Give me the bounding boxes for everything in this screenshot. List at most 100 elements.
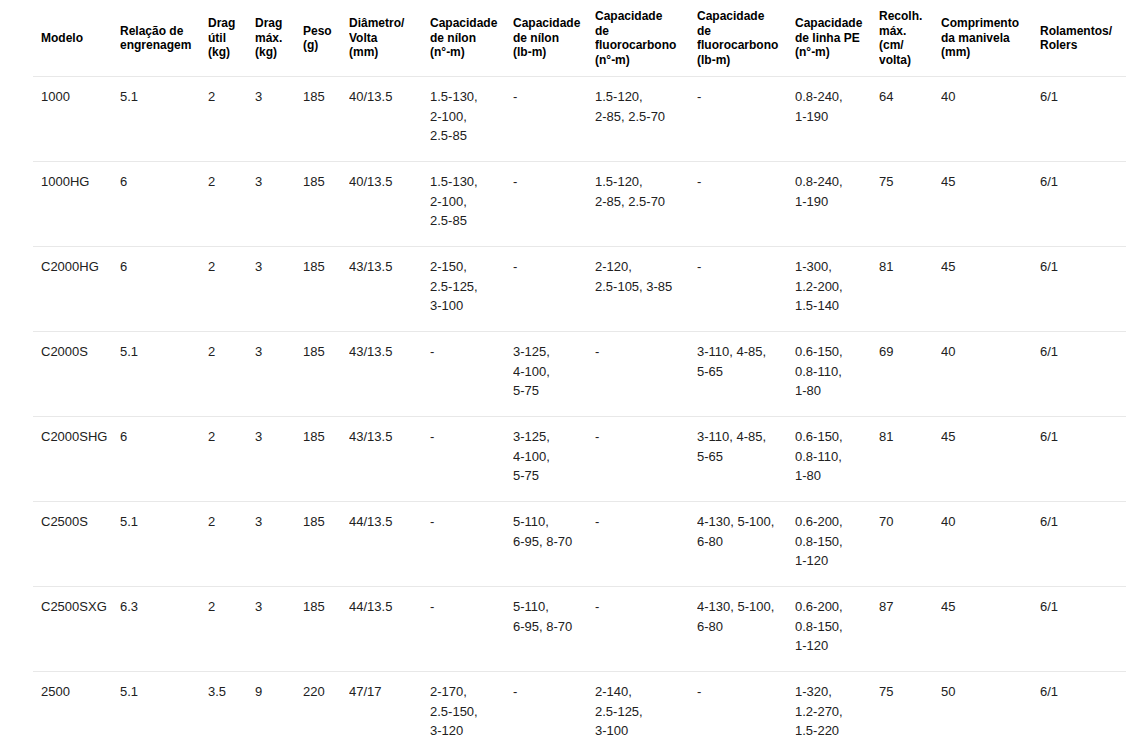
table-cell: 3 <box>255 417 303 502</box>
table-cell: 5.1 <box>120 332 208 417</box>
table-cell: 43/13.5 <box>349 417 430 502</box>
table-cell: 0.8-240, 1-190 <box>795 162 879 247</box>
table-cell: 2 <box>208 77 255 162</box>
model-cell: C2500S <box>33 502 120 587</box>
table-cell: 6.3 <box>120 587 208 672</box>
table-row: C2500SXG6.32318544/13.5-5-110, 6-95, 8-7… <box>33 587 1126 672</box>
table-cell: 4-130, 5-100, 6-80 <box>697 587 795 672</box>
table-cell: 3-125, 4-100, 5-75 <box>513 332 595 417</box>
table-cell: 47/17 <box>349 672 430 747</box>
column-header-nylon-capacity-n: Capacidade de nílon (n°-m) <box>430 0 513 77</box>
table-cell: - <box>430 502 513 587</box>
table-cell: 87 <box>879 587 941 672</box>
table-cell: 6/1 <box>1040 417 1126 502</box>
table-cell: 3-125, 4-100, 5-75 <box>513 417 595 502</box>
column-header-drag-max: Drag máx. (kg) <box>255 0 303 77</box>
table-cell: 2 <box>208 417 255 502</box>
table-cell: 2-150, 2.5-125, 3-100 <box>430 247 513 332</box>
table-cell: 2 <box>208 162 255 247</box>
table-cell: 1.5-120, 2-85, 2.5-70 <box>595 162 697 247</box>
table-cell: - <box>697 672 795 747</box>
table-cell: 45 <box>941 587 1040 672</box>
table-cell: 185 <box>303 332 349 417</box>
table-cell: 3.5 <box>208 672 255 747</box>
table-cell: 6 <box>120 162 208 247</box>
table-cell: 3-110, 4-85, 5-65 <box>697 332 795 417</box>
table-cell: 43/13.5 <box>349 332 430 417</box>
table-cell: 185 <box>303 247 349 332</box>
table-cell: 3 <box>255 162 303 247</box>
table-cell: 1-320, 1.2-270, 1.5-220 <box>795 672 879 747</box>
column-header-weight: Peso (g) <box>303 0 349 77</box>
model-cell: C2500SXG <box>33 587 120 672</box>
table-row: C2500S5.12318544/13.5-5-110, 6-95, 8-70-… <box>33 502 1126 587</box>
table-cell: 45 <box>941 247 1040 332</box>
table-cell: 185 <box>303 162 349 247</box>
table-row: 10005.12318540/13.51.5-130, 2-100, 2.5-8… <box>33 77 1126 162</box>
table-cell: 3 <box>255 587 303 672</box>
column-header-nylon-capacity-lb: Capacidade de nílon (lb-m) <box>513 0 595 77</box>
table-row: 25005.13.5922047/172-170, 2.5-150, 3-120… <box>33 672 1126 747</box>
table-cell: 0.6-200, 0.8-150, 1-120 <box>795 587 879 672</box>
table-cell: 43/13.5 <box>349 247 430 332</box>
column-header-diameter: Diâmetro/ Volta (mm) <box>349 0 430 77</box>
table-cell: 1.5-120, 2-85, 2.5-70 <box>595 77 697 162</box>
table-cell: 1.5-130, 2-100, 2.5-85 <box>430 77 513 162</box>
table-cell: 5.1 <box>120 502 208 587</box>
table-cell: 44/13.5 <box>349 502 430 587</box>
table-cell: - <box>595 502 697 587</box>
table-cell: 75 <box>879 672 941 747</box>
table-row: 1000HG62318540/13.51.5-130, 2-100, 2.5-8… <box>33 162 1126 247</box>
table-cell: 2 <box>208 502 255 587</box>
column-header-pe-line-capacity: Capacidade de linha PE (n°-m) <box>795 0 879 77</box>
table-cell: 40 <box>941 77 1040 162</box>
table-cell: - <box>595 332 697 417</box>
column-header-max-retrieve: Recolh. máx. (cm/ volta) <box>879 0 941 77</box>
table-cell: 40 <box>941 332 1040 417</box>
table-cell: 1-300, 1.2-200, 1.5-140 <box>795 247 879 332</box>
table-cell: 4-130, 5-100, 6-80 <box>697 502 795 587</box>
table-cell: 0.6-150, 0.8-110, 1-80 <box>795 417 879 502</box>
table-cell: 9 <box>255 672 303 747</box>
model-cell: C2000SHG <box>33 417 120 502</box>
table-cell: 3 <box>255 247 303 332</box>
table-cell: 1.5-130, 2-100, 2.5-85 <box>430 162 513 247</box>
table-cell: - <box>697 162 795 247</box>
table-cell: 75 <box>879 162 941 247</box>
table-cell: - <box>430 587 513 672</box>
table-cell: - <box>513 77 595 162</box>
table-cell: 70 <box>879 502 941 587</box>
table-cell: - <box>513 672 595 747</box>
header-row: ModeloRelação de engrenagemDrag útil (kg… <box>33 0 1126 77</box>
table-cell: 6/1 <box>1040 672 1126 747</box>
table-cell: 5.1 <box>120 77 208 162</box>
model-cell: 2500 <box>33 672 120 747</box>
table-cell: 3 <box>255 77 303 162</box>
table-cell: - <box>513 247 595 332</box>
table-cell: 2 <box>208 587 255 672</box>
table-cell: 3-110, 4-85, 5-65 <box>697 417 795 502</box>
table-cell: 6 <box>120 247 208 332</box>
table-cell: 3 <box>255 502 303 587</box>
table-cell: 2 <box>208 332 255 417</box>
table-cell: 81 <box>879 417 941 502</box>
table-row: C2000HG62318543/13.52-150, 2.5-125, 3-10… <box>33 247 1126 332</box>
table-row: C2000SHG62318543/13.5-3-125, 4-100, 5-75… <box>33 417 1126 502</box>
table-cell: 45 <box>941 417 1040 502</box>
table-cell: 2-140, 2.5-125, 3-100 <box>595 672 697 747</box>
reel-specs-page: ModeloRelação de engrenagemDrag útil (kg… <box>0 0 1126 747</box>
table-cell: - <box>430 332 513 417</box>
model-cell: 1000 <box>33 77 120 162</box>
table-cell: 6/1 <box>1040 332 1126 417</box>
table-cell: 2 <box>208 247 255 332</box>
table-cell: 5-110, 6-95, 8-70 <box>513 587 595 672</box>
table-body: 10005.12318540/13.51.5-130, 2-100, 2.5-8… <box>33 77 1126 747</box>
table-cell: 185 <box>303 587 349 672</box>
column-header-fluoro-capacity-n: Capacidade de fluorocarbono (n°-m) <box>595 0 697 77</box>
table-cell: 6/1 <box>1040 162 1126 247</box>
table-cell: 185 <box>303 77 349 162</box>
model-cell: C2000S <box>33 332 120 417</box>
table-cell: 40/13.5 <box>349 77 430 162</box>
table-cell: 40/13.5 <box>349 162 430 247</box>
table-cell: - <box>595 417 697 502</box>
